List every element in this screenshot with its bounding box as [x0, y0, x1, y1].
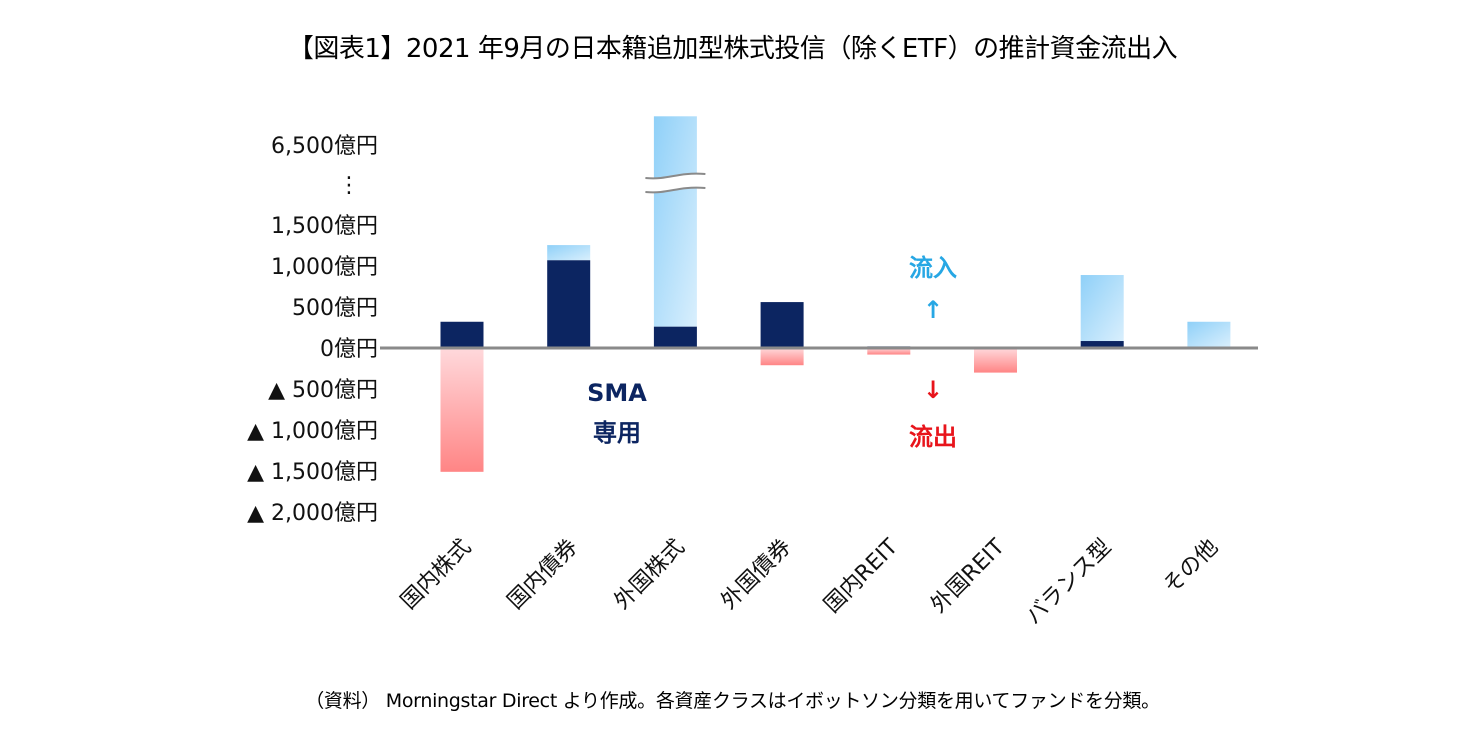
bar-outflow-3: [760, 348, 804, 366]
y-tick-label: 6,500億円: [271, 134, 378, 159]
annotation-outflow: 流出: [909, 423, 957, 451]
x-tick-label: その他: [1159, 535, 1223, 599]
annotation-inflow: 流入: [909, 254, 957, 282]
bar-outflow-5: [974, 348, 1017, 373]
bar-inflow-1: [547, 245, 591, 261]
y-tick-label: ▲ 1,500億円: [247, 460, 378, 485]
y-tick-label: 0億円: [320, 337, 378, 362]
x-tick-label: 外国REIT: [926, 534, 1010, 618]
x-tick-label: 国内REIT: [820, 534, 904, 618]
bar-sma-1: [547, 260, 591, 348]
bar-outflow-4: [867, 348, 911, 355]
inflow-arrow-icon: ↑: [923, 296, 943, 324]
y-tick-label: ▲ 1,000億円: [247, 419, 378, 444]
axis-break-line: [645, 172, 706, 180]
x-tick-label: バランス型: [1021, 535, 1116, 630]
bar-sma-3: [760, 302, 804, 348]
bars: [440, 116, 1231, 472]
bar-sma-2: [653, 326, 697, 348]
x-axis-labels: 国内株式 国内債券 外国株式 外国債券 国内REIT 外国REIT バランス型 その他: [396, 534, 1223, 630]
y-axis-ellipsis: ⋮: [338, 173, 360, 198]
bar-inflow-7: [1187, 321, 1231, 347]
y-tick-label: 500億円: [292, 296, 378, 321]
source-note: （資料） Morningstar Direct より作成。各資産クラスはイボット…: [305, 690, 1160, 712]
bar-inflow-2: [653, 116, 697, 327]
bar-inflow-6: [1080, 275, 1124, 342]
annotation-sma: SMA: [587, 379, 647, 407]
bar-sma-0: [440, 321, 484, 348]
axis-break-line: [645, 186, 706, 194]
x-tick-label: 外国債券: [716, 535, 796, 615]
y-tick-label: ▲ 2,000億円: [247, 501, 378, 526]
x-tick-label: 国内債券: [503, 535, 583, 615]
bar-outflow-0: [440, 348, 484, 472]
y-tick-label: 1,500億円: [271, 214, 378, 239]
chart-title: 【図表1】2021 年9月の日本籍追加型株式投信（除くETF）の推計資金流出入: [287, 34, 1178, 64]
x-tick-label: 国内株式: [396, 535, 476, 615]
y-axis-ticks: 6,500億円 1,500億円 1,000億円 500億円 0億円 ▲ 500億円 ▲ 1,…: [247, 134, 378, 526]
axis-break-mark: [645, 172, 706, 194]
y-tick-label: ▲ 500億円: [268, 378, 378, 403]
bar-sma-6: [1080, 341, 1124, 348]
y-tick-label: 1,000億円: [271, 255, 378, 280]
annotation-sma-2: 専用: [593, 419, 641, 447]
x-tick-label: 外国株式: [610, 535, 690, 615]
outflow-arrow-icon: ↓: [923, 376, 943, 404]
